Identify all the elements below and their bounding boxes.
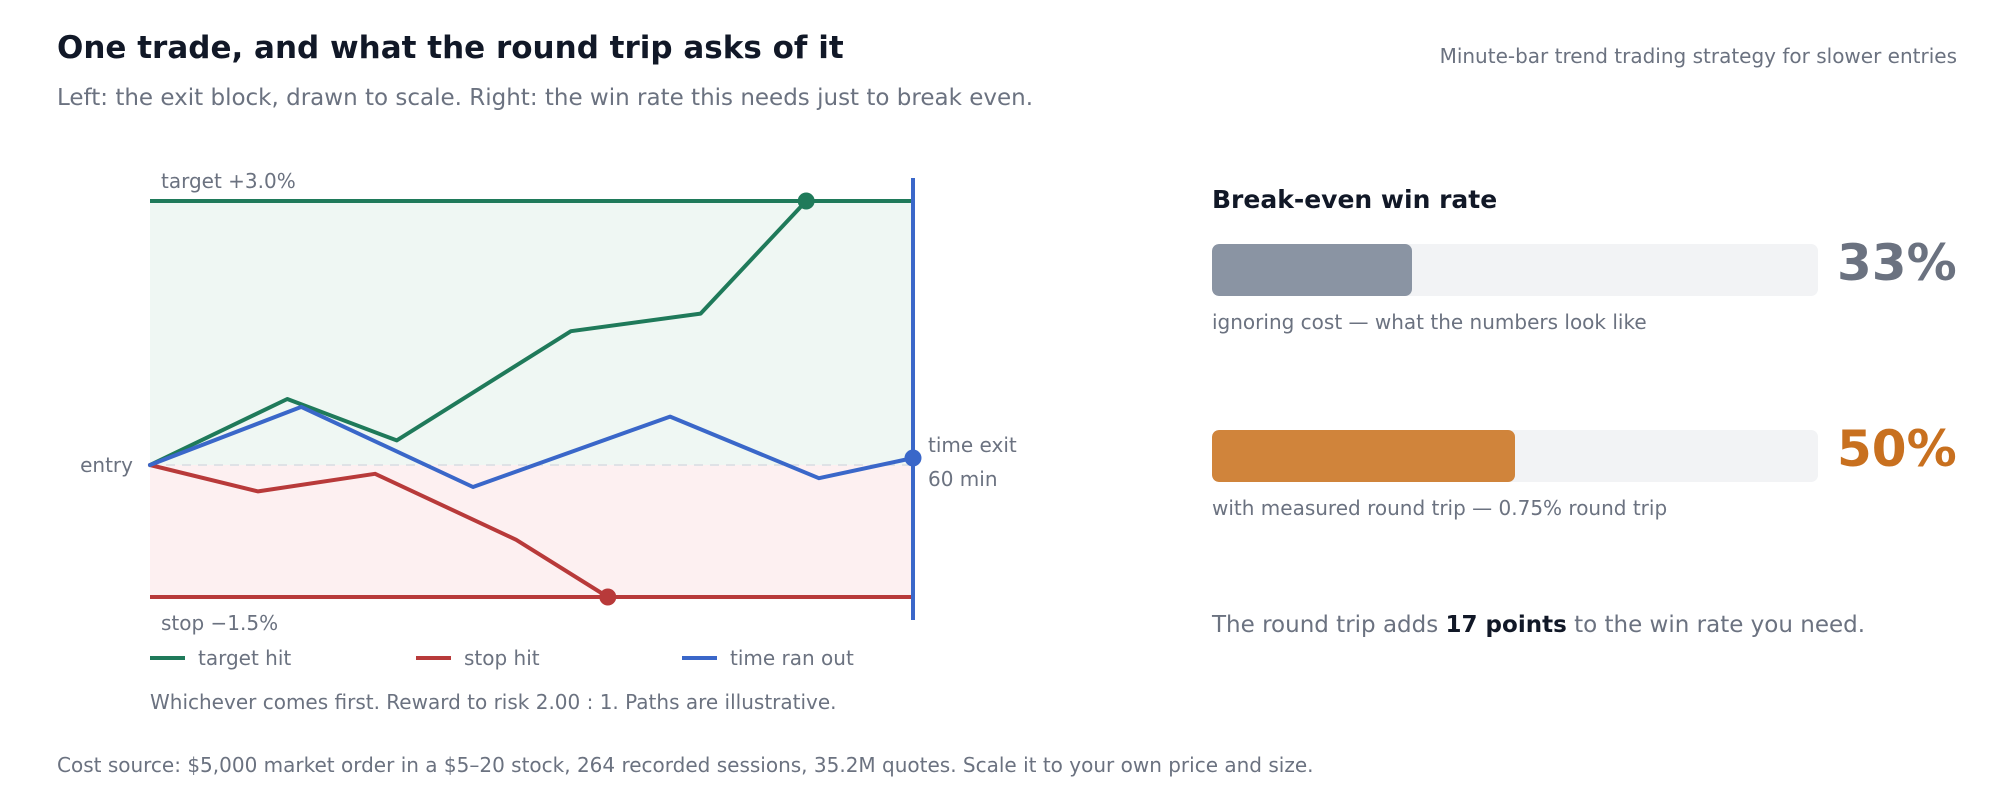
summary-sentence: The round trip adds 17 points to the win… — [1212, 612, 1865, 638]
summary-points: 17 points — [1445, 612, 1567, 638]
bar-value-ignoring-cost: 33% — [1837, 234, 1957, 292]
cost-source-note: Cost source: $5,000 market order in a $5… — [57, 753, 1314, 777]
path-target-hit — [148, 199, 809, 467]
strategy-caption: Minute-bar trend trading strategy for sl… — [1439, 44, 1957, 68]
legend-label-target-hit: target hit — [198, 646, 291, 670]
path-stop-hit — [148, 463, 610, 599]
legend-label-time-ran-out: time ran out — [730, 646, 854, 670]
chart-footnote: Whichever comes first. Reward to risk 2.… — [150, 690, 837, 714]
break-even-title: Break-even win rate — [1212, 185, 1498, 214]
target-zone — [150, 201, 913, 465]
end-marker-stop-hit — [599, 588, 617, 606]
legend-label-stop-hit: stop hit — [464, 646, 540, 670]
summary-prefix: The round trip adds — [1212, 612, 1446, 638]
target-label: target +3.0% — [161, 169, 296, 193]
page-subtitle: Left: the exit block, drawn to scale. Ri… — [57, 85, 1034, 111]
bar-track — [1212, 244, 1818, 296]
end-marker-time-ran-out — [904, 449, 922, 467]
bar-label-ignoring-cost: ignoring cost — what the numbers look li… — [1212, 310, 1647, 334]
stop-zone — [150, 465, 913, 597]
break-even-panel: Break-even win rate 33% ignoring cost — … — [1212, 185, 1972, 638]
bar-with-cost — [1212, 430, 1515, 482]
page-title: One trade, and what the round trip asks … — [57, 30, 844, 66]
bar-row-ignoring-cost: 33% — [1212, 234, 1972, 296]
time-exit-minutes-label: 60 min — [928, 467, 998, 491]
bar-value-with-cost: 50% — [1837, 420, 1957, 478]
bar-track — [1212, 430, 1818, 482]
path-time-ran-out — [148, 404, 915, 489]
entry-label: entry — [80, 453, 133, 477]
bar-ignoring-cost — [1212, 244, 1412, 296]
bar-label-with-cost: with measured round trip — 0.75% round t… — [1212, 496, 1668, 520]
time-exit-label: time exit — [928, 433, 1017, 457]
end-marker-target-hit — [797, 192, 815, 210]
bar-row-with-cost: 50% — [1212, 420, 1972, 482]
stop-label: stop −1.5% — [161, 611, 278, 635]
summary-suffix: to the win rate you need. — [1566, 612, 1866, 638]
exit-block-chart: target +3.0% stop −1.5% entry time exit 60 m… — [80, 169, 1017, 670]
